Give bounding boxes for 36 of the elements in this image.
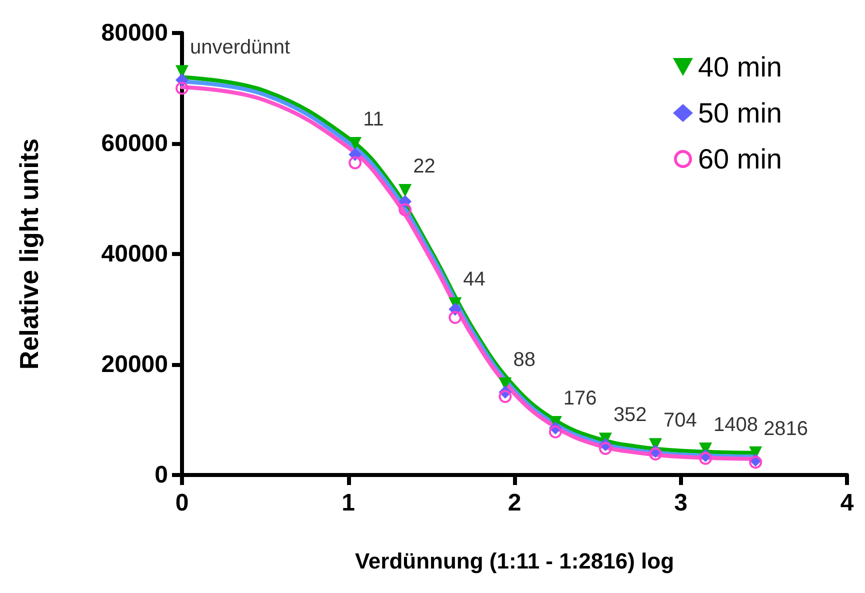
annotation: 2816 <box>764 418 808 440</box>
annotation: 176 <box>563 388 597 410</box>
y-tick-label: 40000 <box>101 240 168 268</box>
annotation: 88 <box>513 348 536 371</box>
point <box>348 137 362 150</box>
point <box>348 156 362 170</box>
legend-label: 50 min <box>698 98 782 128</box>
x-tick-label: 1 <box>342 490 355 516</box>
y-tick-label: 0 <box>154 462 168 488</box>
point <box>398 184 412 197</box>
x-tick-label: 3 <box>674 490 688 516</box>
x-tick-label: 0 <box>175 490 189 516</box>
y-tick-label: 80000 <box>101 20 168 46</box>
legend-label: 40 min <box>698 52 782 82</box>
x-tick-label: 4 <box>840 490 854 516</box>
point <box>398 203 412 216</box>
y-axis-title: Relative light units <box>14 138 44 370</box>
annotation: 352 <box>613 404 647 426</box>
x-axis-title: Verdünnung (1:11 - 1:2816) log <box>354 548 674 574</box>
annotation: 22 <box>413 155 436 178</box>
point <box>598 442 612 455</box>
point <box>699 452 712 465</box>
annotation: 44 <box>463 268 486 291</box>
annotation: unverdünnt <box>190 36 291 59</box>
point <box>498 390 512 404</box>
legend-label: 60 min <box>698 144 782 174</box>
point <box>448 311 462 324</box>
annotation: 1408 <box>714 414 758 436</box>
y-tick-label: 20000 <box>101 351 168 378</box>
point <box>176 82 188 95</box>
y-tick-label: 60000 <box>101 130 168 157</box>
x-tick-label: 2 <box>508 490 522 516</box>
point <box>548 425 562 438</box>
point <box>648 448 662 460</box>
annotation: 704 <box>663 410 697 432</box>
annotation: 11 <box>363 108 384 130</box>
